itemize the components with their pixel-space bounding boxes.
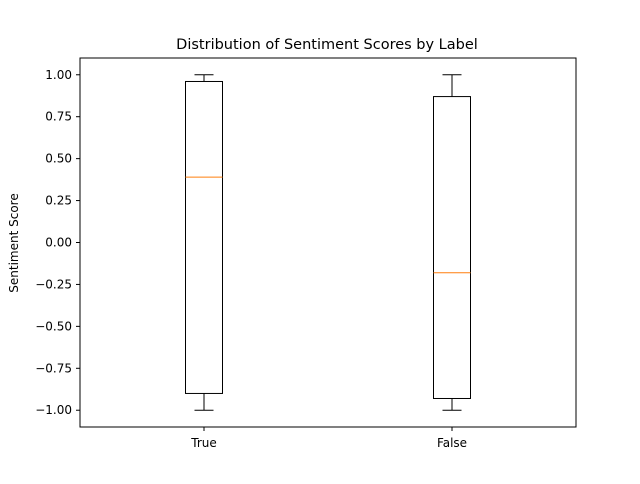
y-axis-label: Sentiment Score [7, 193, 21, 292]
y-tick-label: −0.75 [35, 361, 72, 375]
box-iqr [433, 96, 471, 399]
x-tick-label: True [190, 436, 217, 450]
y-tick-label: 0.50 [45, 152, 72, 166]
y-tick-label: 0.75 [45, 110, 72, 124]
axes-frame [79, 57, 577, 428]
y-tick-label: −1.00 [35, 403, 72, 417]
plot-area: 1.00 0.75 0.50 0.25 0.00 −0.25 −0.50 −0.75 −1.00… [35, 57, 577, 450]
y-tick-label: 0.25 [45, 194, 72, 208]
y-tick-label: −0.50 [35, 319, 72, 333]
y-tick-label: 1.00 [45, 68, 72, 82]
x-tick-label: False [437, 436, 467, 450]
y-tick-label: −0.25 [35, 277, 72, 291]
box-iqr [185, 80, 223, 394]
chart-title: Distribution of Sentiment Scores by Labe… [176, 37, 478, 53]
y-tick-label: 0.00 [45, 236, 72, 250]
